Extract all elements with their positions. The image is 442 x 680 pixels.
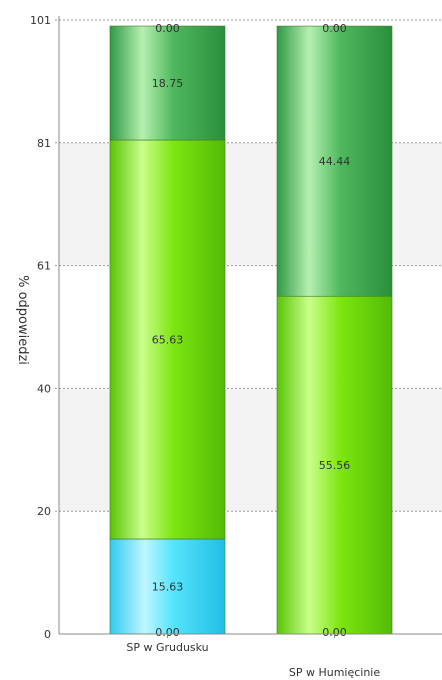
data-label: 44.44: [319, 155, 351, 168]
y-tick-label: 61: [37, 260, 51, 273]
x-tick-label: SP w Grudusku: [126, 641, 208, 654]
data-label: 0.00: [155, 22, 180, 35]
bar-segment: [109, 538, 226, 635]
bar-segment: [109, 25, 226, 141]
y-tick-label: 0: [44, 628, 51, 641]
data-label: 0.00: [155, 626, 180, 639]
data-label: 15.63: [152, 580, 184, 593]
data-label: 0.00: [322, 22, 347, 35]
data-label: 65.63: [152, 333, 184, 346]
y-tick-label: 40: [37, 382, 51, 395]
bar-segment: [109, 139, 226, 540]
y-tick-label: 20: [37, 505, 51, 518]
y-tick-label: 81: [37, 137, 51, 150]
data-label: 55.56: [319, 459, 351, 472]
data-label: 0.00: [322, 626, 347, 639]
bar-segment: [276, 25, 393, 297]
data-label: 18.75: [152, 77, 184, 90]
x-tick-label: SP w Humięcinie: [289, 666, 381, 679]
bar-segment: [276, 295, 393, 635]
y-tick-label: 101: [30, 14, 51, 27]
y-axis-label: % odpowiedzi: [15, 275, 30, 365]
